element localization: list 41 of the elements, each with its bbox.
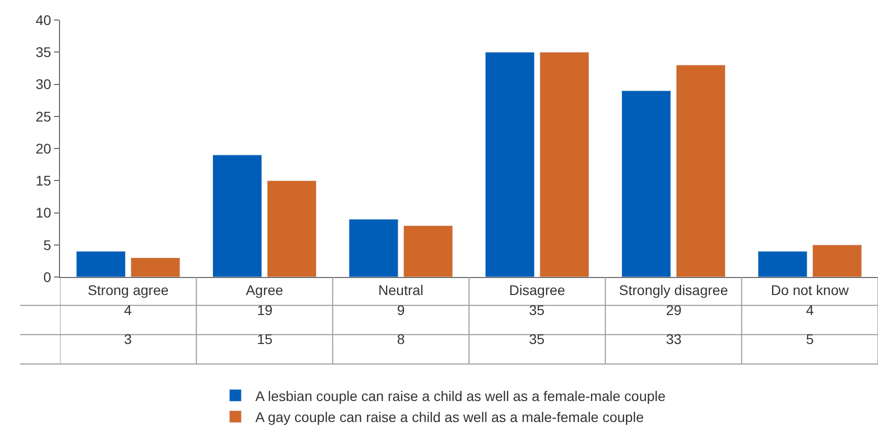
data-label: 3 — [124, 331, 132, 347]
data-label: 29 — [666, 302, 682, 318]
bar — [130, 257, 180, 277]
bar — [76, 251, 126, 277]
data-label: 19 — [257, 302, 273, 318]
y-tick-label: 5 — [43, 236, 52, 253]
data-label: 4 — [806, 302, 814, 318]
y-tick-label: 35 — [36, 44, 52, 60]
y-tick-label: 0 — [43, 268, 52, 285]
bar — [403, 225, 453, 277]
data-label: 8 — [397, 331, 405, 347]
x-tick-label: Neutral — [378, 282, 424, 298]
bar — [621, 90, 672, 277]
bar — [758, 251, 808, 277]
y-tick-label: 20 — [36, 140, 52, 156]
x-tick-label: Do not know — [770, 282, 850, 298]
data-label: 4 — [124, 302, 132, 318]
bar — [348, 218, 398, 277]
data-label: 35 — [529, 331, 545, 347]
bar — [266, 180, 317, 277]
x-tick-label: Strong agree — [88, 282, 169, 298]
x-tick-label: Disagree — [509, 282, 566, 298]
y-tick-label: 25 — [36, 108, 52, 124]
data-label: 35 — [529, 302, 545, 318]
x-tick-label: Agree — [246, 282, 284, 298]
bar — [676, 64, 726, 277]
legend-label: A lesbian couple can raise a child as well as a female-male couple — [255, 388, 666, 404]
bar — [485, 52, 535, 277]
data-label: 9 — [397, 302, 405, 318]
data-label: 33 — [666, 331, 682, 347]
y-tick-label: 30 — [36, 76, 52, 92]
data-label: 5 — [806, 331, 814, 347]
bar — [212, 154, 262, 277]
data-label: 15 — [257, 331, 273, 347]
bar — [812, 244, 862, 277]
y-tick-label: 10 — [36, 204, 52, 221]
x-tick-label: Strongly disagree — [619, 282, 728, 298]
bar — [540, 52, 590, 277]
legend-label: A gay couple can raise a child as well as a male-female couple — [255, 409, 644, 426]
y-tick-label: 15 — [36, 172, 52, 189]
y-tick-label: 40 — [36, 12, 52, 28]
